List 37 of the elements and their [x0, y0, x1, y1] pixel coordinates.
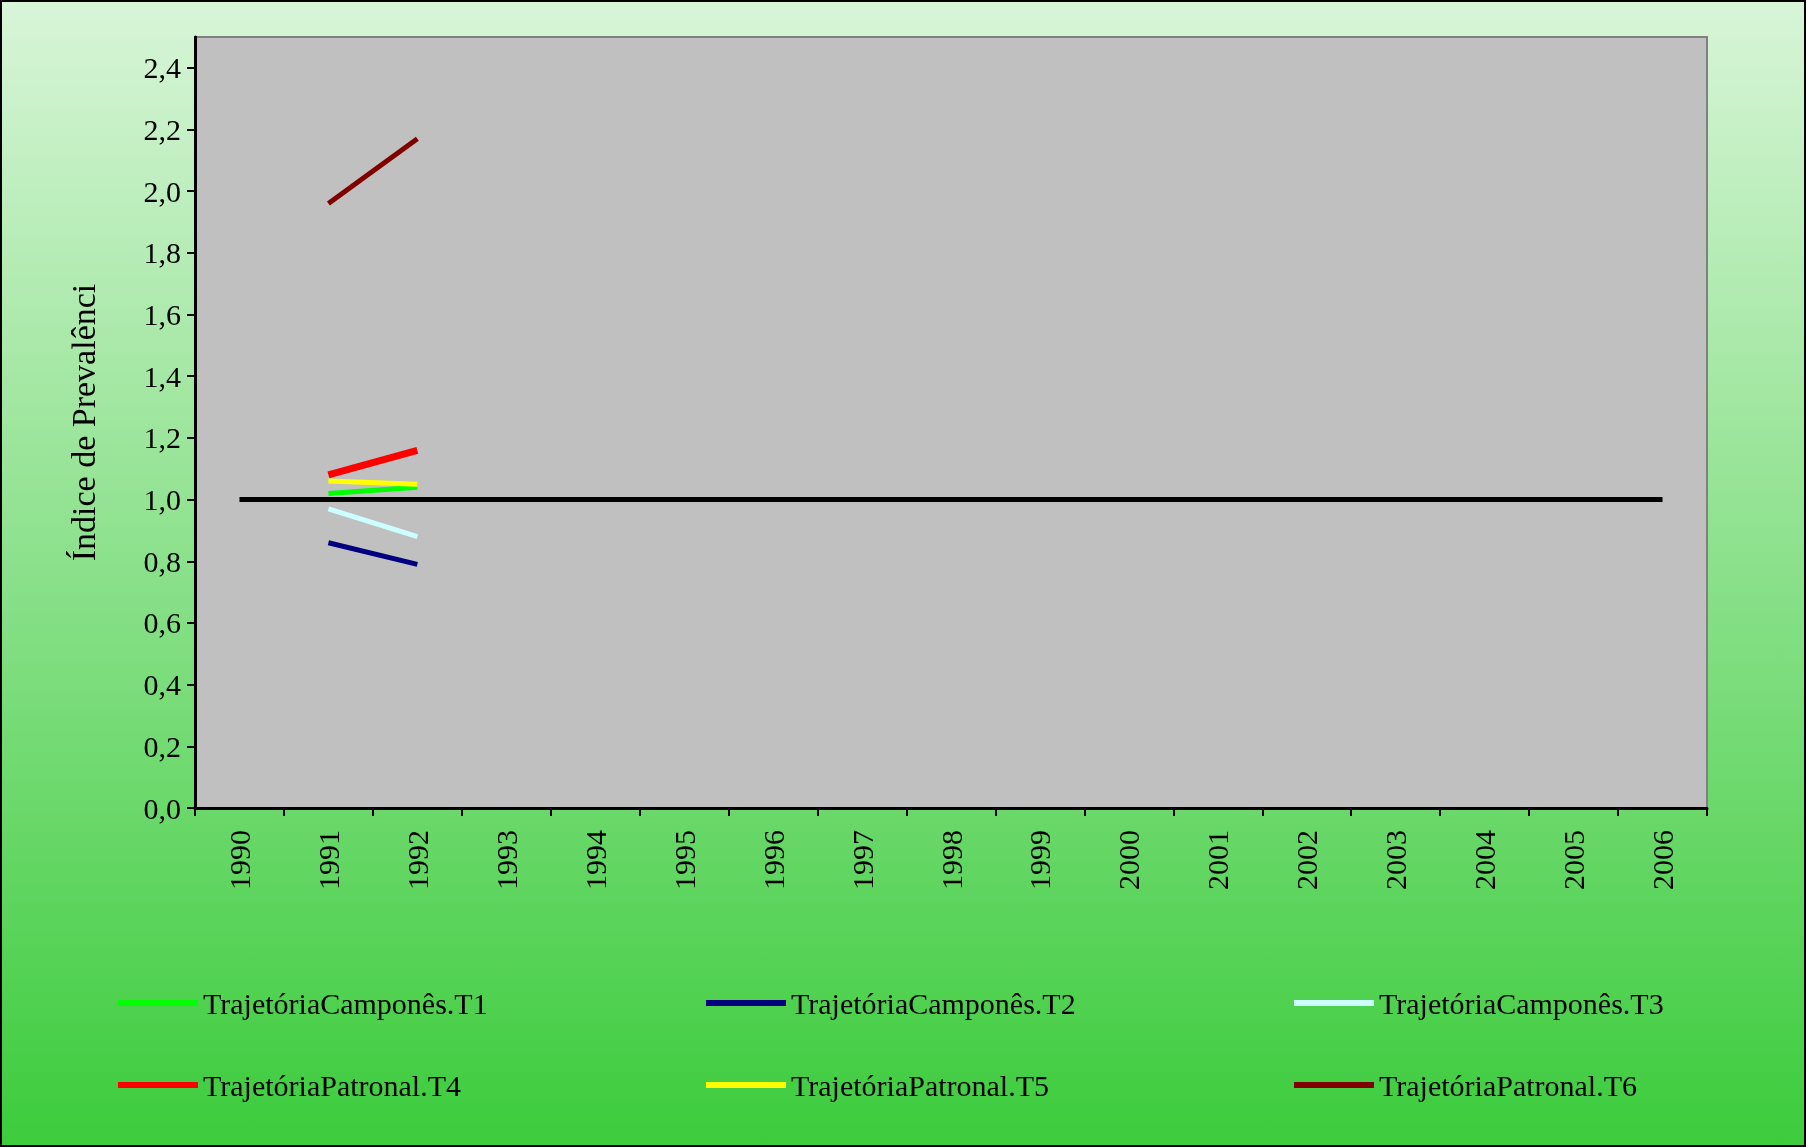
- x-tick-label: 1998: [934, 830, 968, 890]
- x-tick-label: 1993: [489, 830, 523, 890]
- x-tick-label: 2000: [1112, 830, 1146, 890]
- y-tick-label: 2,2: [143, 113, 181, 147]
- x-tick-label: 2002: [1290, 830, 1324, 890]
- legend-label: TrajetóriaCamponês.T2: [791, 986, 1076, 1020]
- y-tick-label: 0,2: [143, 729, 181, 763]
- y-tick-label: 1,2: [143, 421, 181, 455]
- y-tick-label: 1,0: [143, 483, 181, 517]
- x-tick-label: 2003: [1379, 830, 1413, 890]
- y-tick-label: 1,8: [143, 236, 181, 270]
- y-tick-label: 1,6: [143, 298, 181, 332]
- x-tick-label: 1991: [311, 830, 345, 890]
- legend-label: TrajetóriaCamponês.T1: [203, 986, 488, 1020]
- y-tick-label: 1,4: [143, 359, 181, 393]
- legend-label: TrajetóriaPatronal.T4: [203, 1068, 462, 1102]
- legend-label: TrajetóriaCamponês.T3: [1379, 986, 1664, 1020]
- x-tick-label: 2004: [1468, 830, 1502, 890]
- x-tick-label: 1990: [222, 830, 256, 890]
- legend-label: TrajetóriaPatronal.T5: [791, 1068, 1050, 1102]
- x-tick-label: 1995: [667, 830, 701, 890]
- y-tick-label: 2,0: [143, 174, 181, 208]
- legend-label: TrajetóriaPatronal.T6: [1379, 1068, 1638, 1102]
- x-tick-label: 1994: [578, 830, 612, 890]
- y-tick-label: 0,6: [143, 606, 181, 640]
- x-tick-label: 1999: [1023, 830, 1057, 890]
- y-tick-label: 0,0: [143, 791, 181, 825]
- x-tick-label: 1996: [756, 830, 790, 890]
- y-axis-title: Índice de Prevalênci: [64, 283, 102, 562]
- x-tick-label: 1992: [400, 830, 434, 890]
- x-tick-label: 1997: [845, 830, 879, 890]
- y-tick-label: 0,8: [143, 544, 181, 578]
- x-tick-label: 2006: [1646, 830, 1680, 890]
- y-tick-label: 0,4: [143, 668, 181, 702]
- y-tick-label: 2,4: [143, 51, 181, 85]
- x-tick-label: 2001: [1201, 830, 1235, 890]
- x-tick-label: 2005: [1557, 830, 1591, 890]
